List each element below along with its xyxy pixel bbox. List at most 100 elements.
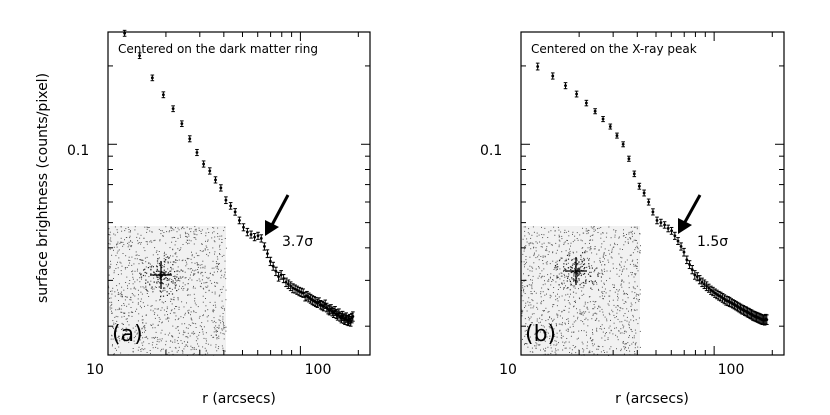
inset-noise-pixel xyxy=(174,237,176,238)
inset-noise-pixel xyxy=(218,346,220,348)
inset-noise-pixel xyxy=(162,289,164,291)
inset-noise-pixel xyxy=(222,305,224,307)
inset-noise-pixel xyxy=(202,315,204,317)
data-point xyxy=(288,281,293,292)
inset-noise-pixel xyxy=(178,229,180,231)
inset-noise-pixel xyxy=(584,319,586,320)
inset-noise-pixel xyxy=(540,256,542,257)
inset-noise-pixel xyxy=(567,329,569,331)
inset-noise-pixel xyxy=(523,226,525,228)
inset-noise-pixel xyxy=(536,338,538,339)
inset-noise-pixel xyxy=(170,226,172,228)
data-point xyxy=(303,291,307,302)
data-point xyxy=(601,116,605,123)
inset-noise-pixel xyxy=(177,318,179,320)
inset-noise-pixel xyxy=(122,253,124,254)
inset-noise-pixel xyxy=(159,279,161,281)
inset-noise-pixel xyxy=(169,247,171,249)
inset-noise-pixel xyxy=(214,236,216,238)
inset-noise-pixel xyxy=(129,280,131,281)
inset-noise-pixel xyxy=(549,276,551,278)
inset-noise-pixel xyxy=(610,330,612,332)
inset-noise-pixel xyxy=(603,252,605,254)
inset-noise-pixel xyxy=(215,261,217,263)
inset-noise-pixel xyxy=(177,227,179,229)
inset-noise-pixel xyxy=(613,284,615,286)
inset-noise-pixel xyxy=(586,334,587,336)
inset-core-pixel xyxy=(174,285,177,287)
inset-noise-pixel xyxy=(220,322,222,324)
inset-noise-pixel xyxy=(213,336,215,338)
inset-noise-pixel xyxy=(174,347,176,349)
data-point xyxy=(286,279,291,290)
inset-noise-pixel xyxy=(143,326,145,328)
inset-noise-pixel xyxy=(154,317,156,319)
inset-noise-pixel xyxy=(188,312,190,314)
inset-core-pixel xyxy=(556,275,558,277)
inset-noise-pixel xyxy=(147,227,149,229)
inset-noise-pixel xyxy=(570,293,571,295)
inset-noise-pixel xyxy=(535,337,537,339)
inset-noise-pixel xyxy=(603,254,605,256)
inset-noise-pixel xyxy=(150,287,152,289)
inset-noise-pixel xyxy=(187,294,189,296)
inset-noise-pixel xyxy=(580,320,582,322)
inset-noise-pixel xyxy=(565,258,567,260)
inset-noise-pixel xyxy=(557,226,559,228)
inset-noise-pixel xyxy=(108,234,110,235)
inset-noise-pixel xyxy=(581,273,583,275)
inset-noise-pixel xyxy=(528,297,530,299)
inset-noise-pixel xyxy=(151,325,153,326)
inset-noise-pixel xyxy=(132,278,134,280)
inset-noise-pixel xyxy=(571,260,573,261)
data-point xyxy=(241,223,246,232)
inset-noise-pixel xyxy=(631,343,633,345)
inset-noise-pixel xyxy=(195,269,197,271)
inset-noise-pixel xyxy=(165,318,167,320)
inset-noise-pixel xyxy=(573,296,575,298)
inset-core-pixel xyxy=(573,279,575,281)
inset-noise-pixel xyxy=(549,340,551,342)
inset-noise-pixel xyxy=(550,323,552,325)
inset-noise-pixel xyxy=(593,230,595,232)
inset-noise-pixel xyxy=(631,331,633,332)
inset-noise-pixel xyxy=(172,325,174,327)
inset-noise-pixel xyxy=(537,277,539,279)
inset-noise-pixel xyxy=(121,316,123,318)
inset-core-pixel xyxy=(176,276,178,278)
inset-noise-pixel xyxy=(580,239,582,241)
data-point xyxy=(295,285,299,295)
inset-noise-pixel xyxy=(197,338,199,340)
inset-noise-pixel xyxy=(553,344,555,346)
inset-noise-pixel xyxy=(175,278,176,280)
inset-noise-pixel xyxy=(140,350,142,352)
inset-noise-pixel xyxy=(119,340,121,342)
inset-noise-pixel xyxy=(148,227,150,228)
inset-noise-pixel xyxy=(119,261,121,263)
inset-noise-pixel xyxy=(563,309,565,311)
inset-noise-pixel xyxy=(222,320,224,322)
inset-noise-pixel xyxy=(550,327,552,329)
inset-noise-pixel xyxy=(196,336,198,338)
inset-noise-pixel xyxy=(563,288,564,290)
inset-noise-pixel xyxy=(131,245,133,247)
inset-noise-pixel xyxy=(146,231,148,233)
inset-noise-pixel xyxy=(623,315,625,317)
point-marker xyxy=(666,227,670,230)
inset-noise-pixel xyxy=(224,309,225,311)
inset-core-pixel xyxy=(173,261,175,263)
inset-noise-pixel xyxy=(189,294,191,296)
inset-noise-pixel xyxy=(195,327,197,328)
inset-noise-pixel xyxy=(635,239,636,241)
inset-noise-pixel xyxy=(159,240,161,242)
inset-noise-pixel xyxy=(623,346,625,348)
inset-noise-pixel xyxy=(113,353,115,355)
point-marker xyxy=(259,236,263,240)
inset-noise-pixel xyxy=(197,343,198,345)
inset-noise-pixel xyxy=(533,247,534,249)
inset-noise-pixel xyxy=(124,299,126,301)
panel-b-arrow xyxy=(678,194,702,234)
inset-noise-pixel xyxy=(560,272,562,274)
inset-noise-pixel xyxy=(219,315,221,317)
inset-noise-pixel xyxy=(626,259,628,261)
